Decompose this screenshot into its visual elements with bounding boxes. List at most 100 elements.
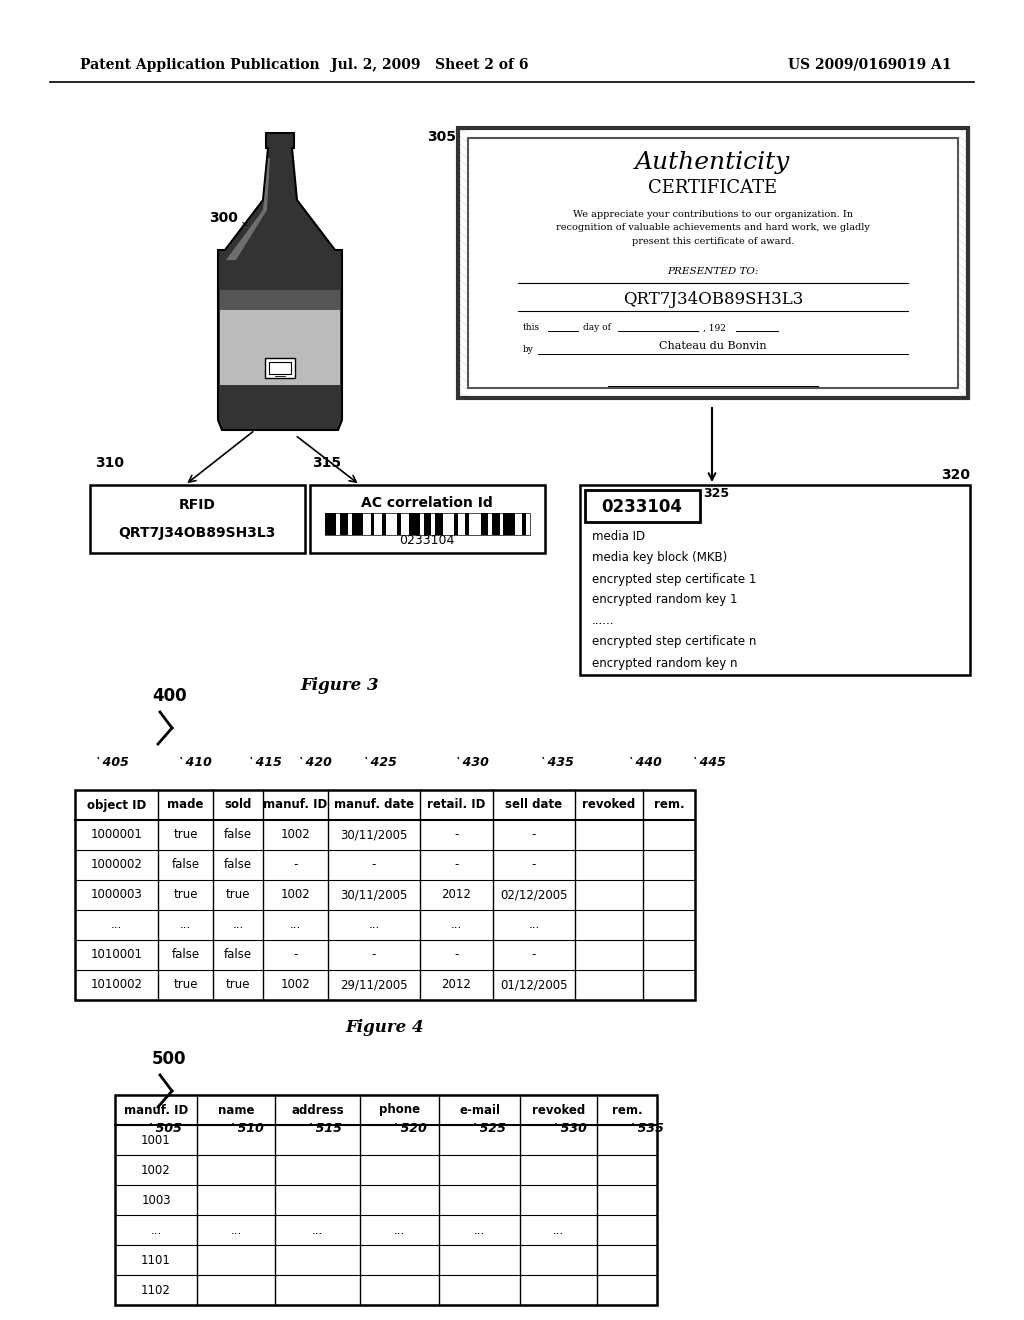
Text: ‵ 535: ‵ 535 [630,1122,664,1134]
Text: ‵ 420: ‵ 420 [298,755,332,768]
Bar [469,513,480,535]
Text: encrypted random key 1: encrypted random key 1 [592,594,737,606]
Bar [362,513,371,535]
Bar [488,513,493,535]
Text: encrypted random key n: encrypted random key n [592,656,737,669]
Text: ‵ 445: ‵ 445 [692,755,726,768]
Text: Jul. 2, 2009   Sheet 2 of 6: Jul. 2, 2009 Sheet 2 of 6 [331,58,528,73]
Bar [220,290,340,385]
Text: ...: ... [528,919,540,932]
Text: ‵ 405: ‵ 405 [95,755,129,768]
Text: ‵ 435: ‵ 435 [540,755,573,768]
Text: ...: ... [230,1224,242,1237]
Bar [480,513,488,535]
Polygon shape [218,133,342,430]
Text: ‵ 505: ‵ 505 [148,1122,182,1134]
Text: -: - [455,829,459,842]
Bar [458,513,466,535]
Text: ......: ...... [592,615,614,627]
Text: ...: ... [312,1224,324,1237]
Bar [382,513,386,535]
Bar [351,513,362,535]
Text: Figure 3: Figure 3 [301,676,379,693]
Bar [375,513,382,535]
Bar [371,513,375,535]
Text: -: - [293,858,298,871]
Bar [580,484,970,675]
Bar [431,513,435,535]
Bar [585,490,700,521]
Bar [526,513,530,535]
Bar [348,513,351,535]
Text: 0233104: 0233104 [601,498,683,516]
Text: object ID: object ID [87,799,146,812]
Text: Authenticity: Authenticity [635,152,791,174]
Text: media ID: media ID [592,531,645,544]
Text: true: true [173,888,198,902]
Text: false: false [224,829,252,842]
Text: 315: 315 [312,455,341,470]
Text: ‵ 440: ‵ 440 [628,755,662,768]
Text: 0233104: 0233104 [399,535,455,548]
Text: made: made [167,799,204,812]
Text: ‵ 425: ‵ 425 [362,755,397,768]
Text: 400: 400 [152,686,186,705]
Text: 320: 320 [941,469,970,482]
Text: ...: ... [553,1224,564,1237]
Bar [220,290,340,310]
Bar [515,513,522,535]
Bar [310,484,545,553]
Bar [466,513,469,535]
Text: ...: ... [232,919,244,932]
Text: encrypted step certificate n: encrypted step certificate n [592,635,757,648]
Text: Patent Application Publication: Patent Application Publication [80,58,319,73]
Text: 305: 305 [427,129,456,144]
Bar [325,513,530,535]
Text: 310: 310 [95,455,124,470]
Text: 1002: 1002 [281,829,310,842]
Text: ‵ 530: ‵ 530 [553,1122,587,1134]
Bar [522,513,526,535]
Text: manuf. date: manuf. date [334,799,414,812]
Text: true: true [225,978,250,991]
Text: CERTIFICATE: CERTIFICATE [648,180,777,197]
Text: 1102: 1102 [141,1283,171,1296]
Text: QRT7J34OB89SH3L3: QRT7J34OB89SH3L3 [119,525,275,540]
Text: 1010001: 1010001 [90,949,142,961]
Text: day of: day of [583,323,611,333]
Text: false: false [224,858,252,871]
Text: sold: sold [224,799,252,812]
Bar [504,513,515,535]
Text: 02/12/2005: 02/12/2005 [501,888,567,902]
Bar [75,789,695,1001]
Bar [458,128,968,399]
Text: false: false [171,858,200,871]
Text: ...: ... [290,919,301,932]
Text: 325: 325 [703,487,729,500]
Bar [401,513,409,535]
Text: RFID: RFID [178,498,215,512]
Text: phone: phone [379,1104,420,1117]
Bar [435,513,442,535]
Text: true: true [173,829,198,842]
Text: 30/11/2005: 30/11/2005 [340,888,408,902]
Text: encrypted step certificate 1: encrypted step certificate 1 [592,573,757,586]
Bar [424,513,431,535]
Text: 1002: 1002 [141,1163,171,1176]
Text: Chateau du Bonvin: Chateau du Bonvin [659,341,767,351]
Bar [115,1096,657,1305]
Bar [500,513,504,535]
Text: ‵ 410: ‵ 410 [178,755,212,768]
Bar [442,513,454,535]
Text: , 192: , 192 [703,323,726,333]
Text: -: - [455,949,459,961]
Text: retail. ID: retail. ID [427,799,485,812]
Text: AC correlation Id: AC correlation Id [361,496,493,510]
Bar [386,513,397,535]
Text: -: - [293,949,298,961]
Bar [409,513,420,535]
Bar [420,513,424,535]
Text: ...: ... [394,1224,406,1237]
Text: 2012: 2012 [441,978,471,991]
Text: this: this [523,323,540,333]
